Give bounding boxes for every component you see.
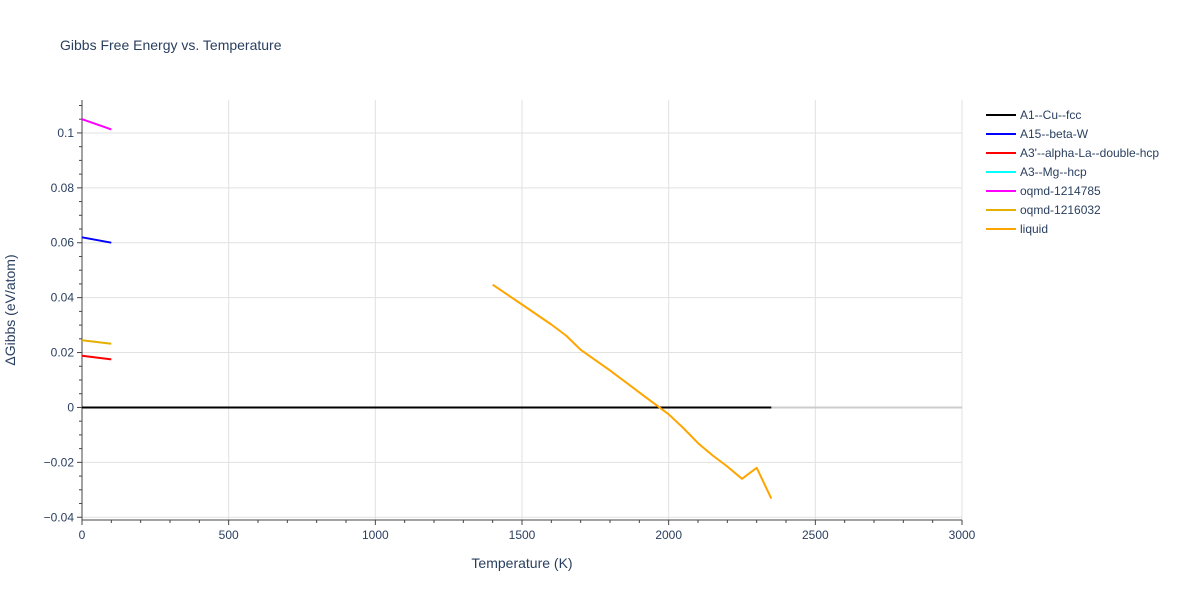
plot-area (81, 118, 773, 500)
legend-item[interactable]: oqmd-1216032 (986, 203, 1101, 217)
legend-label: oqmd-1216032 (1020, 203, 1101, 217)
series-line-a3-alpha-la-double-hcp (81, 354, 112, 361)
legend-item[interactable]: A3'--alpha-La--double-hcp (986, 146, 1159, 160)
y-tick-label: 0.04 (51, 291, 75, 305)
legend-label: liquid (1020, 222, 1048, 236)
x-tick-label: 3000 (949, 528, 976, 542)
legend-item[interactable]: A3--Mg--hcp (986, 165, 1087, 179)
axes: 0 500 1000 1500 2000 2500 3000 −0.04 −0.02 0 0.02 0… (44, 100, 976, 542)
y-tick-label: 0.1 (57, 126, 74, 140)
x-axis-title: Temperature (K) (471, 555, 572, 571)
y-tick-label: 0 (67, 400, 74, 414)
legend-label: A1--Cu--fcc (1020, 108, 1081, 122)
series-line-oqmd-1216032 (81, 339, 112, 345)
y-axis-title: ΔGibbs (eV/atom) (2, 254, 18, 365)
x-tick-label: 1500 (509, 528, 536, 542)
y-tick-label: 0.02 (51, 346, 75, 360)
x-tick-label: 0 (79, 528, 86, 542)
series-line-oqmd-1214785 (81, 118, 112, 131)
legend-label: A3--Mg--hcp (1020, 165, 1087, 179)
legend-item[interactable]: liquid (986, 222, 1048, 236)
y-tick-label: 0.06 (51, 236, 75, 250)
series-line-liquid (492, 283, 773, 500)
y-tick-label: −0.02 (44, 455, 75, 469)
y-tick-label: −0.04 (44, 510, 75, 524)
y-tick-label: 0.08 (51, 181, 75, 195)
x-tick-label: 500 (219, 528, 239, 542)
legend-item[interactable]: A1--Cu--fcc (986, 108, 1081, 122)
legend-item[interactable]: oqmd-1214785 (986, 184, 1101, 198)
grid (82, 100, 963, 520)
x-tick-label: 1000 (362, 528, 389, 542)
legend-label: A3'--alpha-La--double-hcp (1020, 146, 1159, 160)
chart-title: Gibbs Free Energy vs. Temperature (60, 37, 282, 53)
legend: A1--Cu--fcc A15--beta-W A3'--alpha-La--dou… (986, 108, 1159, 236)
x-tick-label: 2500 (802, 528, 829, 542)
legend-label: oqmd-1214785 (1020, 184, 1101, 198)
series-line-a15-beta-w (81, 236, 112, 244)
x-tick-label: 2000 (655, 528, 682, 542)
legend-label: A15--beta-W (1020, 127, 1089, 141)
legend-item[interactable]: A15--beta-W (986, 127, 1089, 141)
